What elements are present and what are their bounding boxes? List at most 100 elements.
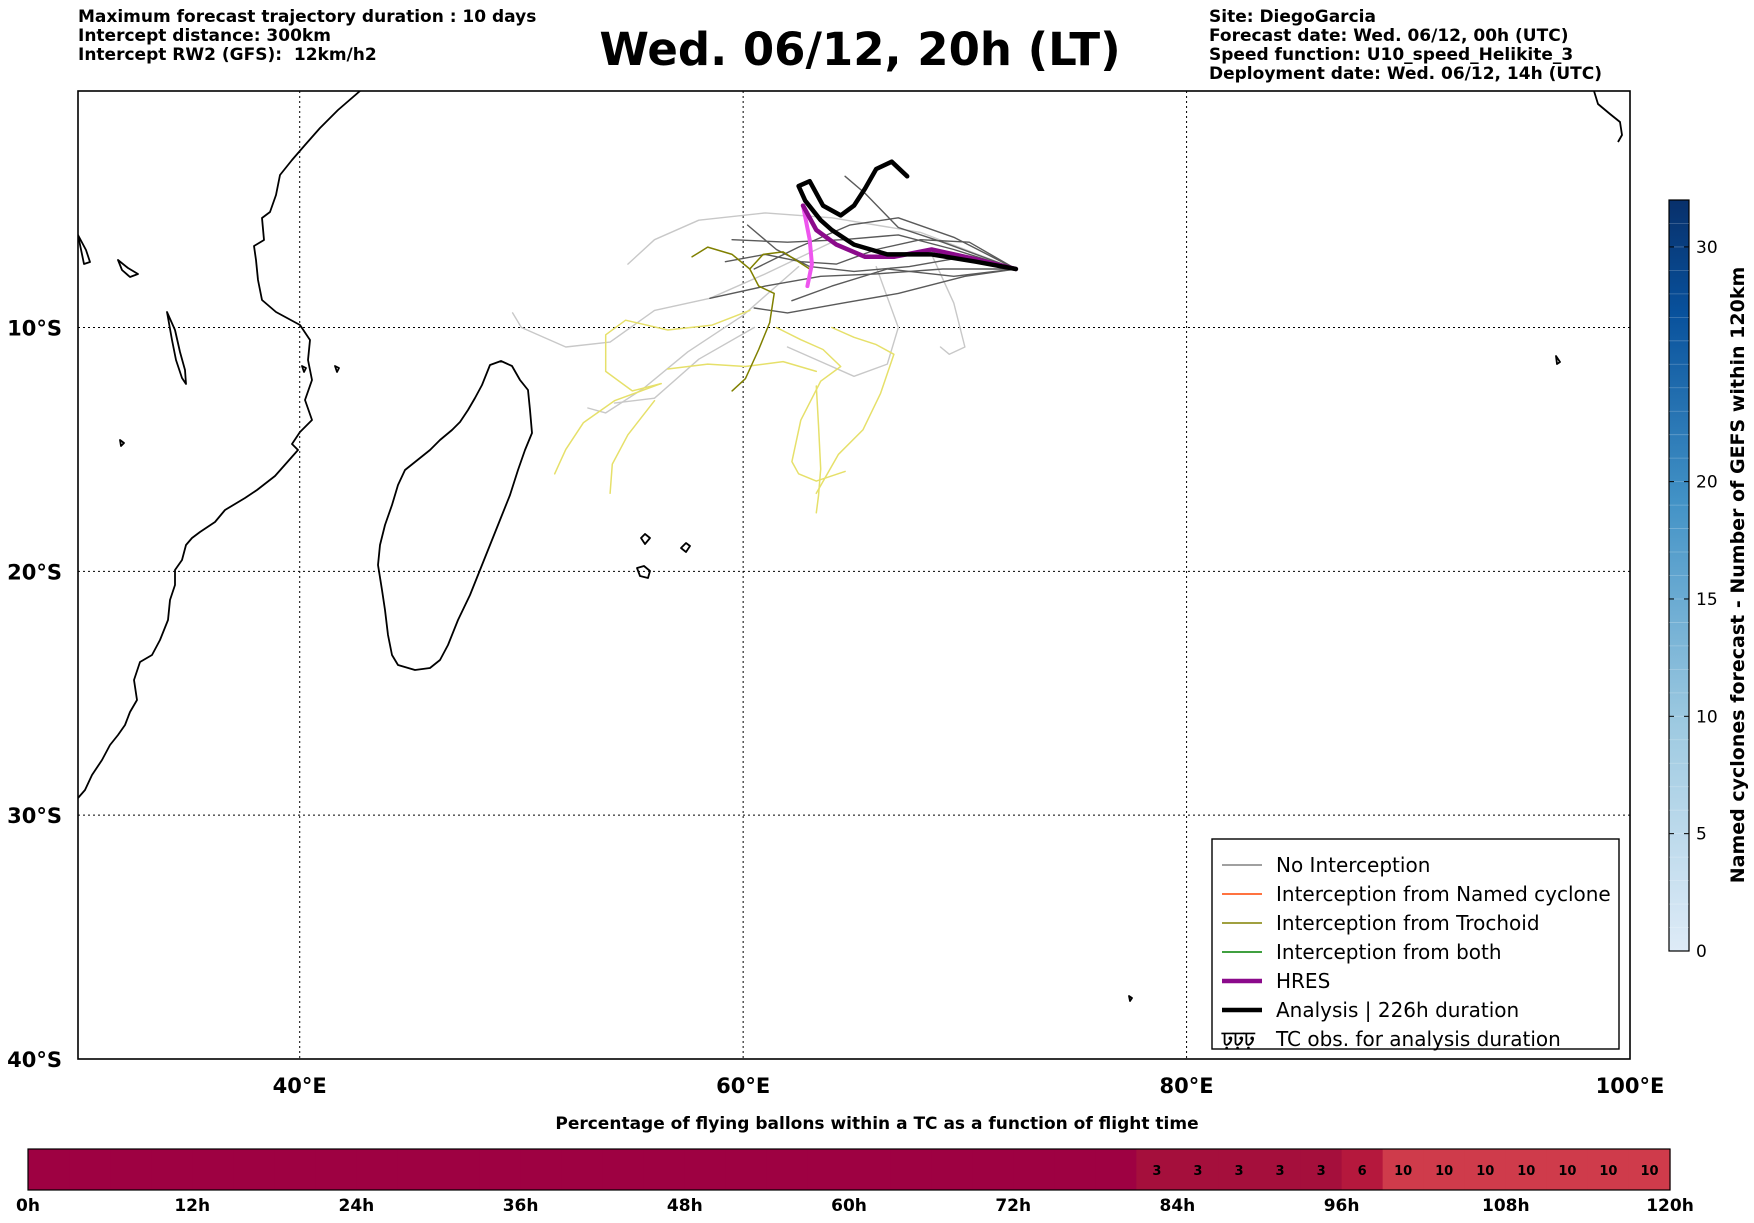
trajectories [511, 159, 1019, 514]
flight-time-cell [274, 1149, 316, 1190]
y-tick-label: 20°S [7, 560, 62, 584]
colorbar-gradient [1668, 199, 1690, 952]
flight-time-cell [561, 1149, 604, 1190]
coast-madagascar [377, 360, 533, 671]
flight-time-tick-label: 36h [503, 1196, 539, 1216]
colorbar-tick-label: 30 [1696, 238, 1718, 258]
trajectory-hres-start [801, 203, 814, 289]
x-tick-label: 80°E [1160, 1074, 1214, 1098]
chart-title: Wed. 06/12, 20h (LT) [599, 23, 1121, 76]
coast-small-islands [78, 234, 1561, 1002]
flight-time-tick-label: 108h [1482, 1196, 1530, 1216]
axis-tick-labels: 40°E 60°E 80°E 100°E 10°S 20°S 30°S 40°S [7, 317, 1664, 1098]
flight-time-cell [1136, 1149, 1178, 1190]
flight-time-cell [1341, 1149, 1384, 1190]
flight-time-tick-label: 48h [667, 1196, 703, 1216]
trajectory-ensemble-dark [753, 268, 1017, 314]
trajectory-yellow [604, 309, 751, 392]
flight-time-cell-value: 10 [1558, 1164, 1576, 1179]
flight-time-cell [1505, 1149, 1548, 1190]
flight-time-cell [807, 1149, 850, 1190]
colorbar-title: Named cyclones forecast - Number of GEFS… [1727, 267, 1749, 884]
trajectory-ensemble-light [613, 326, 755, 404]
intercept-rw2-text: Intercept RW2 (GFS): 12km/h2 [78, 45, 377, 65]
map-area: 40°E 60°E 80°E 100°E 10°S 20°S 30°S 40°S No Int… [7, 90, 1664, 1098]
x-tick-label: 100°E [1596, 1074, 1665, 1098]
flight-time-cell [1546, 1149, 1589, 1190]
legend-label: TC obs. for analysis duration [1275, 1027, 1561, 1051]
flight-time-frame [27, 1148, 1671, 1191]
header-right: Site: DiegoGarcia Forecast date: Wed. 06… [1209, 8, 1602, 84]
flight-time-cell-value: 10 [1476, 1164, 1494, 1179]
trajectory-ensemble-dark [791, 268, 1017, 302]
y-tick-label: 30°S [7, 804, 62, 828]
legend-label: HRES [1276, 969, 1330, 993]
flight-time-cell-value: 6 [1358, 1164, 1367, 1179]
flight-time-cell [315, 1149, 357, 1190]
flight-time-cell-value: 10 [1394, 1164, 1412, 1179]
intercept-distance-text: Intercept distance: 300km [78, 26, 331, 46]
flight-time-cell [397, 1149, 440, 1190]
legend-symbol: ঢ়ঢ়ঢ় [1221, 1027, 1256, 1051]
flight-time-tick-label: 120h [1646, 1196, 1694, 1216]
trajectory-ensemble-light [627, 212, 1017, 270]
flight-time-cell [849, 1149, 891, 1190]
trajectory-ensemble-light [587, 265, 800, 414]
trajectory-ensemble-light [511, 241, 833, 348]
y-tick-label: 40°S [7, 1048, 62, 1072]
flight-time-cell [151, 1149, 193, 1190]
deployment-date-text: Deployment date: Wed. 06/12, 14h (UTC) [1209, 64, 1603, 84]
flight-time-cell [890, 1149, 932, 1190]
trajectory-yellow [553, 382, 662, 475]
flight-time-cell [28, 1149, 70, 1190]
flight-time-cell-value: 10 [1435, 1164, 1453, 1179]
flight-time-cell [233, 1149, 275, 1190]
site-text: Site: DiegoGarcia [1209, 7, 1376, 27]
flight-time-cell [1259, 1149, 1302, 1190]
trajectory-yellow [609, 399, 656, 495]
trajectory-trochoid [731, 251, 811, 392]
trajectory-yellow [775, 326, 846, 482]
flight-time-cell [1382, 1149, 1425, 1190]
y-tick-label: 10°S [7, 317, 62, 341]
flight-time-tick-label: 72h [995, 1196, 1031, 1216]
coastlines [78, 91, 1623, 1002]
flight-time-cell [1464, 1149, 1507, 1190]
legend-label: Analysis | 226h duration [1276, 998, 1519, 1022]
flight-time-cell [69, 1149, 111, 1190]
legend-label: Interception from Trochoid [1276, 911, 1540, 935]
flight-time-cell [1177, 1149, 1220, 1190]
trajectory-yellow [667, 360, 818, 373]
flight-time-cell [1095, 1149, 1137, 1190]
flight-time-tick-label: 12h [174, 1196, 210, 1216]
colorbar-tick-label: 0 [1696, 942, 1707, 962]
colorbar-tick-label: 20 [1696, 473, 1718, 493]
header-left: Maximum forecast trajectory duration : 1… [78, 8, 536, 65]
flight-time-title: Percentage of flying ballons within a TC… [555, 1114, 1199, 1134]
flight-time-cell [725, 1149, 768, 1190]
trajectory-trochoid [691, 246, 751, 270]
x-tick-label: 40°E [273, 1074, 327, 1098]
colorbar-tick-label: 5 [1696, 825, 1707, 845]
flight-time-cell [192, 1149, 234, 1190]
trajectory-hres [800, 203, 1019, 272]
legend-box [1211, 838, 1620, 1050]
trajectory-yellow [815, 385, 822, 514]
flight-time-cell-value: 10 [1640, 1164, 1658, 1179]
coast-seychelles [640, 533, 691, 553]
colorbar-tick-label: 15 [1696, 590, 1718, 610]
flight-time-cell [1587, 1149, 1630, 1190]
flight-time-cell [110, 1149, 152, 1190]
flight-time-cell [1013, 1149, 1055, 1190]
flight-time-cell [972, 1149, 1014, 1190]
legend-label: Interception from both [1276, 940, 1502, 964]
flight-time-tick-label: 96h [1324, 1196, 1360, 1216]
flight-time-cell [1218, 1149, 1261, 1190]
colorbar-tick-label: 10 [1696, 707, 1718, 727]
trajectory-duration-text: Maximum forecast trajectory duration : 1… [78, 7, 537, 27]
colorbar: 0 5 10 15 20 30 Named cyclones forecast - Num… [1668, 199, 1749, 962]
flight-time-cell [356, 1149, 399, 1190]
flight-time-tick-label: 0h [16, 1196, 40, 1216]
flight-time-cell [438, 1149, 481, 1190]
